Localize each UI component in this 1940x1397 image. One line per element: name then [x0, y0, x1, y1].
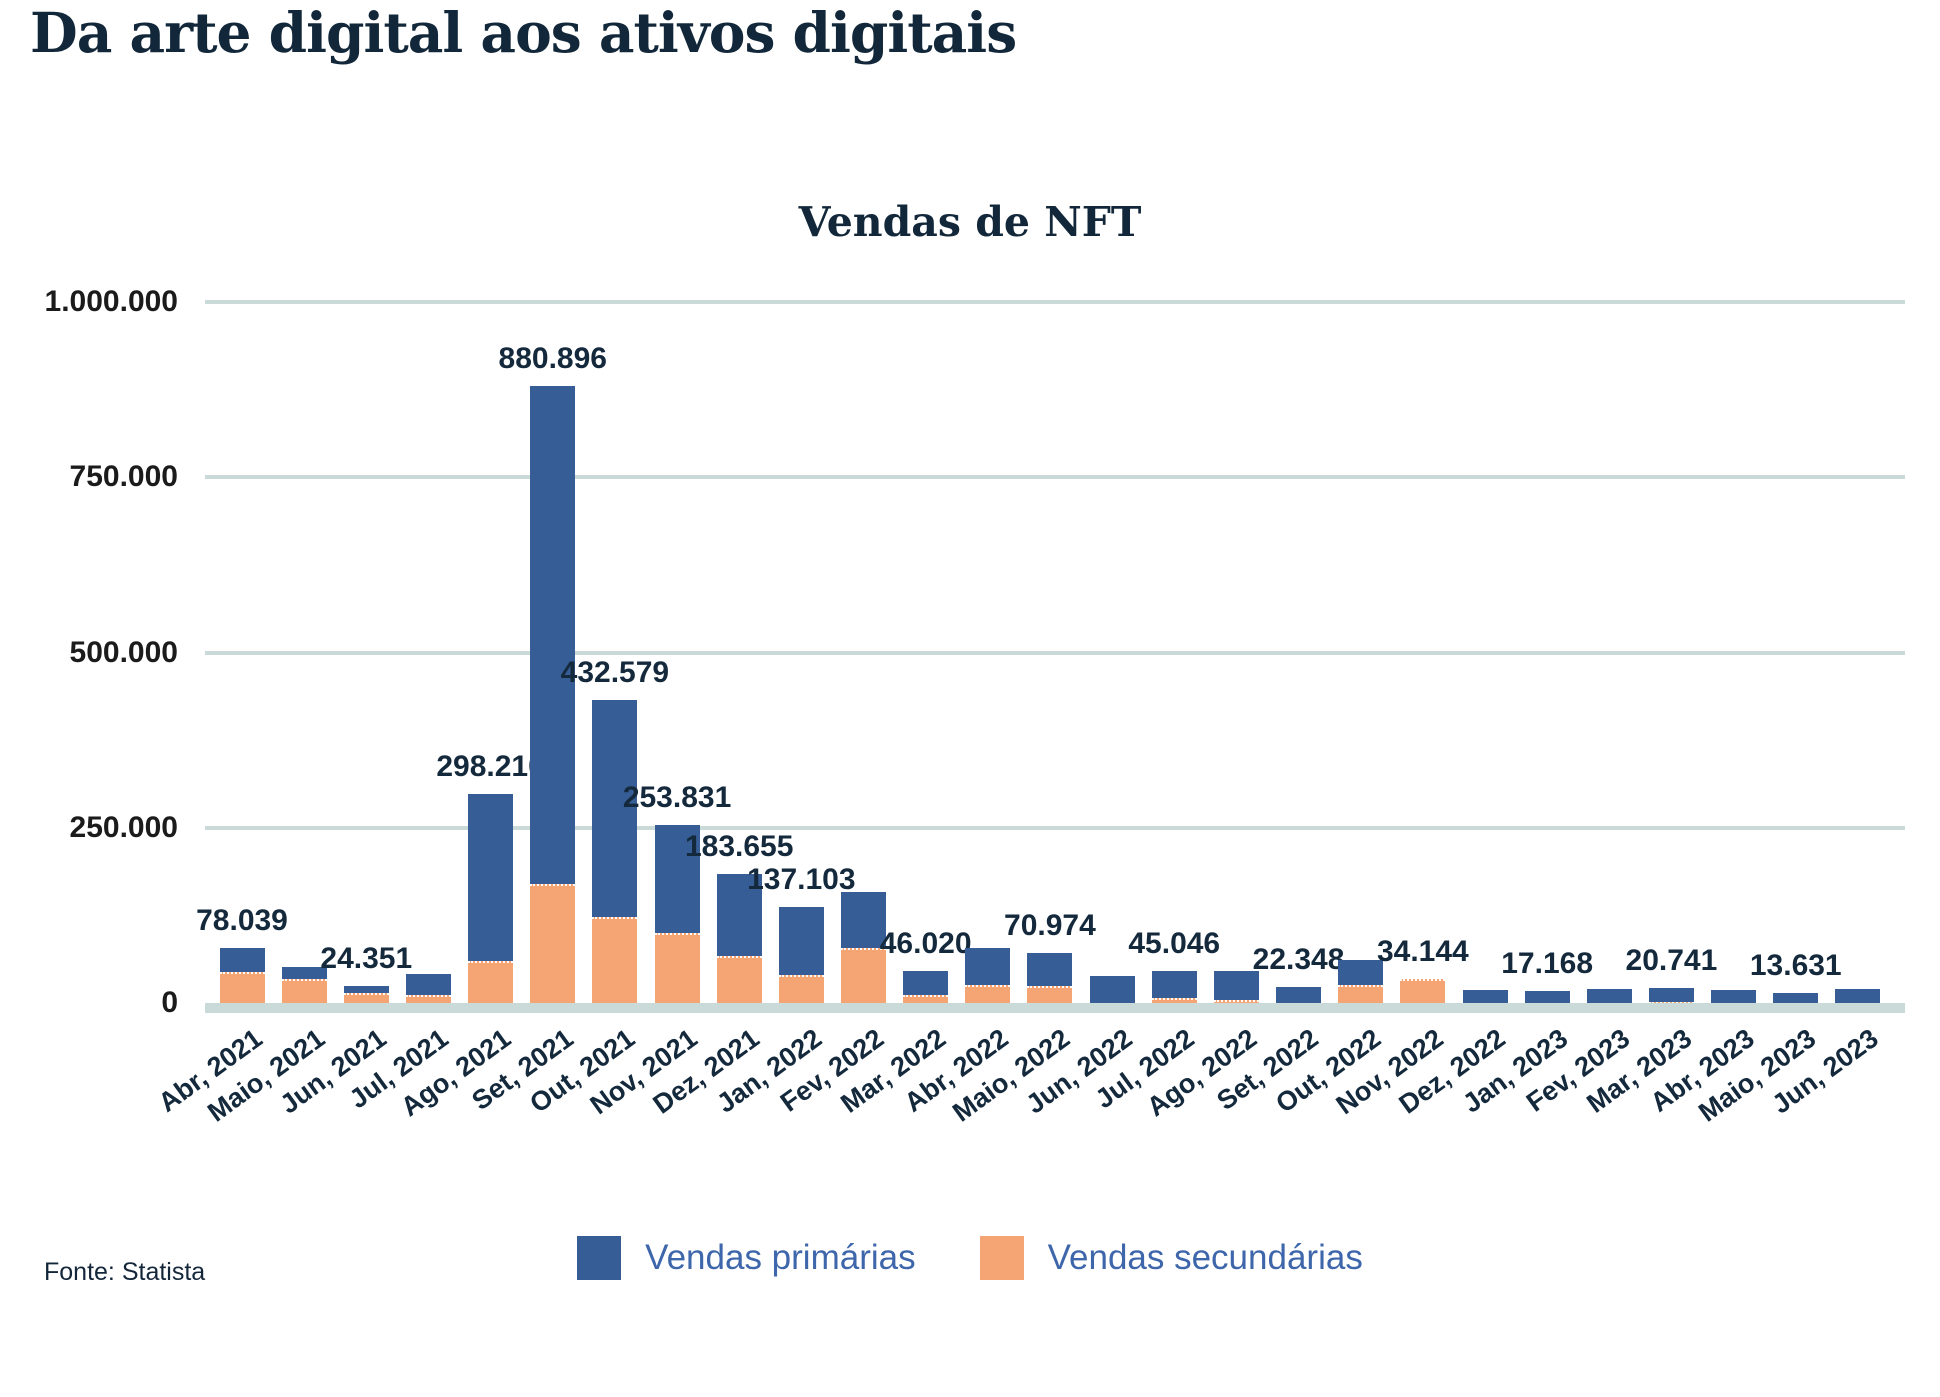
bar-segment-secondary-set-2021 [530, 883, 576, 1003]
y-tick-label-750000: 750.000 [69, 460, 178, 494]
bar-value-label-ago-2021: 298.210 [436, 749, 545, 783]
bar-value-label-jun-2021: 24.351 [320, 941, 413, 975]
bar-segment-secondary-mar-2023 [1648, 1001, 1694, 1003]
bar-segment-primary-dez-2022 [1462, 990, 1508, 1003]
bar-value-label-out-2021: 432.579 [560, 655, 670, 689]
gridline-500000 [205, 650, 1905, 655]
bar-segment-primary-set-2021 [530, 385, 576, 884]
bar-segment-secondary-jun-2021 [343, 993, 389, 1003]
bar-value-label-maio-2022: 70.974 [1004, 909, 1096, 943]
bar-segment-secondary-jul-2022 [1151, 998, 1197, 1003]
bar-segment-primary-mar-2022 [903, 970, 949, 996]
bar-segment-primary-out-2021 [592, 699, 638, 918]
bar-segment-primary-fev-2022 [841, 892, 886, 949]
x-axis-line [205, 1003, 1905, 1013]
bar-segment-secondary-ago-2022 [1213, 999, 1259, 1003]
bar-segment-secondary-jul-2021 [405, 995, 451, 1003]
bar-segment-primary-maio-2022 [1027, 953, 1073, 987]
bar-value-label-set-2021: 880.896 [498, 341, 607, 375]
bar-value-label-mar-2023: 20.741 [1625, 944, 1718, 978]
gridline-250000 [205, 825, 1905, 830]
gridline-750000 [205, 475, 1905, 480]
bar-value-label-mar-2022: 46.020 [879, 926, 972, 960]
primary-sales-swatch [577, 1236, 622, 1280]
page-title: Da arte digital aos ativos digitais [30, 0, 1017, 65]
bar-segment-primary-jul-2022 [1151, 971, 1197, 999]
bar-segment-secondary-maio-2022 [1027, 986, 1073, 1003]
gridline-1000000 [205, 300, 1905, 304]
bar-segment-primary-abr-2022 [965, 948, 1011, 986]
bar-segment-secondary-abr-2022 [965, 985, 1011, 1003]
y-tick-label-250000: 250.000 [69, 810, 178, 844]
bar-segment-secondary-nov-2021 [654, 932, 700, 1003]
bar-segment-primary-abr-2023 [1711, 990, 1757, 1003]
bar-value-label-nov-2021: 253.831 [622, 781, 732, 815]
legend-label-primary: Vendas primárias [645, 1238, 916, 1277]
bar-value-label-maio-2023: 13.631 [1749, 949, 1842, 983]
legend-label-secondary: Vendas secundárias [1047, 1238, 1363, 1277]
y-tick-label-500000: 500.000 [69, 635, 178, 669]
bar-segment-primary-jan-2023 [1524, 990, 1570, 1003]
bar-segment-primary-dez-2021 [716, 874, 762, 957]
bar-segment-secondary-abr-2021 [219, 972, 265, 1003]
bar-segment-secondary-nov-2022 [1400, 979, 1446, 1003]
bar-segment-primary-set-2022 [1276, 987, 1322, 1003]
bar-value-label-dez-2021: 183.655 [684, 830, 794, 864]
secondary-sales-swatch [979, 1236, 1024, 1280]
bar-segment-primary-fev-2023 [1586, 988, 1632, 1003]
bar-segment-secondary-dez-2021 [716, 956, 762, 1003]
source-note: Fonte: Statista [44, 1258, 206, 1286]
bar-segment-secondary-mar-2022 [903, 995, 949, 1003]
bar-value-label-abr-2021: 78.039 [196, 904, 288, 938]
bar-segment-primary-ago-2022 [1213, 970, 1259, 1000]
legend: Vendas primárias Vendas secundárias [0, 1236, 1940, 1280]
bar-segment-primary-jun-2022 [1089, 976, 1135, 1003]
bar-value-label-jul-2022: 45.046 [1128, 927, 1221, 961]
y-tick-label-1000000: 1.000.000 [44, 285, 178, 318]
bar-segment-primary-nov-2021 [654, 825, 700, 933]
y-tick-label-0: 0 [161, 986, 178, 1019]
bar-segment-secondary-jan-2022 [778, 974, 824, 1003]
bar-segment-secondary-ago-2021 [468, 960, 514, 1003]
legend-item-secondary: Vendas secundárias [979, 1236, 1363, 1280]
bar-segment-secondary-fev-2022 [841, 948, 886, 1003]
bar-value-label-set-2022: 22.348 [1252, 943, 1345, 977]
bar-segment-secondary-out-2022 [1338, 984, 1384, 1003]
bar-segment-primary-jun-2023 [1835, 988, 1881, 1003]
bar-segment-primary-mar-2023 [1648, 988, 1694, 1002]
bar-segment-primary-ago-2021 [468, 793, 514, 961]
bar-segment-primary-jul-2021 [405, 973, 451, 996]
bar-segment-primary-jan-2022 [778, 906, 824, 975]
bar-value-label-jan-2023: 17.168 [1501, 946, 1594, 980]
bar-segment-primary-maio-2021 [281, 966, 327, 980]
bar-segment-primary-out-2022 [1338, 960, 1384, 985]
bar-segment-secondary-out-2021 [592, 917, 638, 1003]
bar-segment-secondary-maio-2021 [281, 979, 327, 1003]
legend-item-primary: Vendas primárias [577, 1236, 916, 1280]
bar-value-label-nov-2022: 34.144 [1376, 935, 1469, 969]
bar-value-label-jan-2022: 137.103 [747, 862, 856, 896]
nft-sales-chart: 78.039 24.351 298.210 880.896 432.579 253.831… [196, 300, 1905, 1003]
bar-segment-primary-jun-2021 [343, 985, 389, 994]
chart-title: Vendas de NFT [798, 198, 1142, 246]
bar-segment-primary-maio-2023 [1773, 993, 1819, 1003]
bar-segment-primary-abr-2021 [219, 948, 265, 973]
